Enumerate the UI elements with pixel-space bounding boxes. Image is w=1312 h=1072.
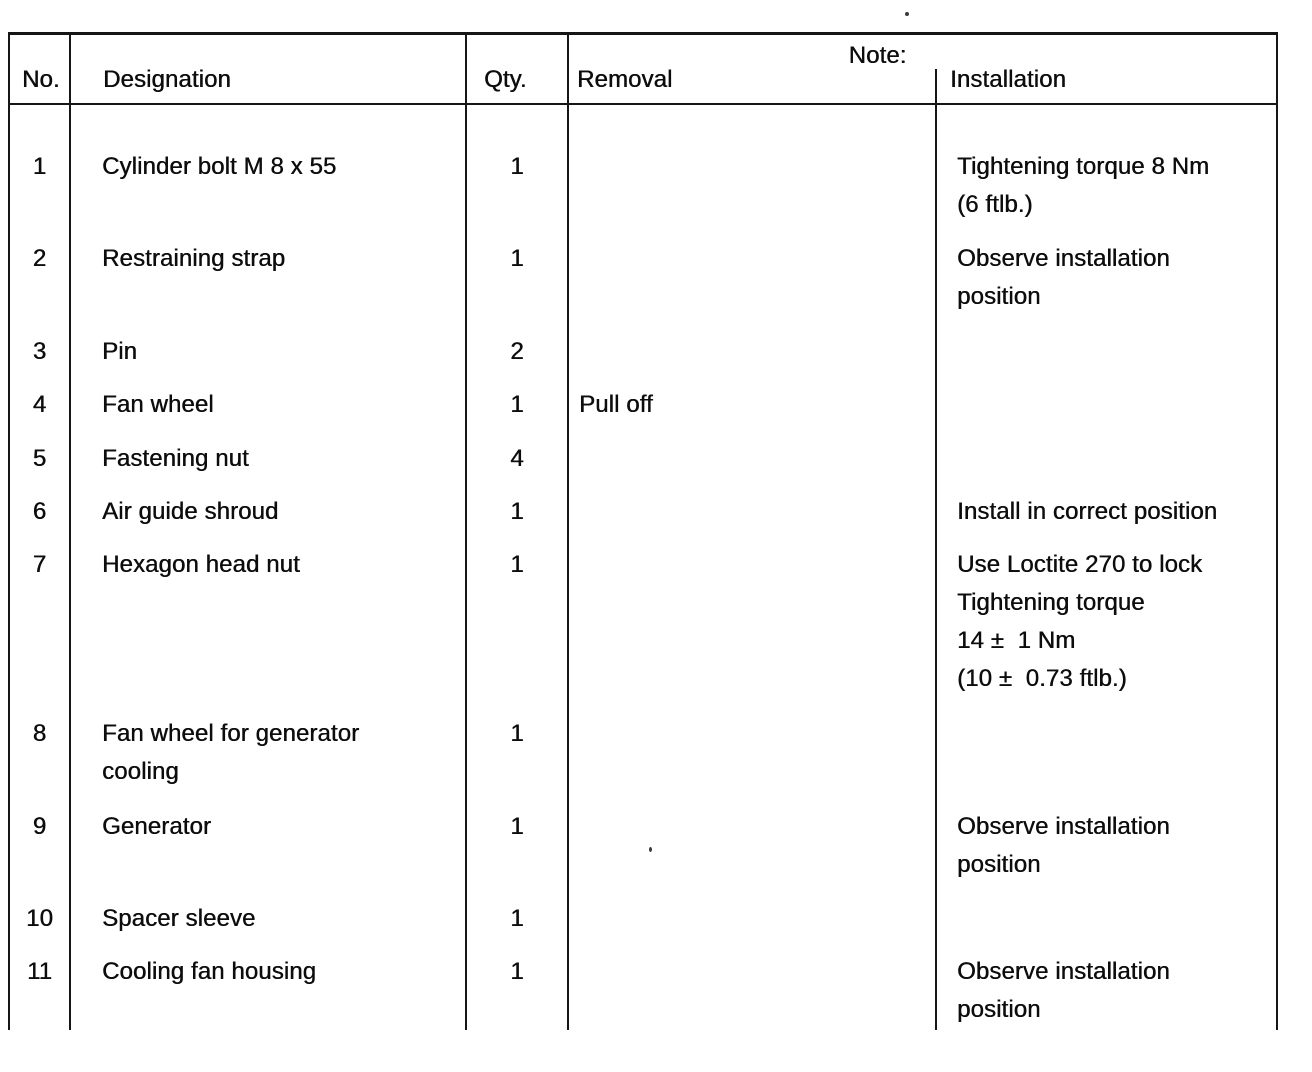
cell-no: 11: [10, 948, 71, 1030]
scan-artifact-dot: [649, 847, 652, 852]
cell-removal: [569, 895, 937, 948]
cell-no: 1: [10, 105, 71, 235]
cell-designation: Cylinder bolt M 8 x 55: [71, 105, 467, 235]
cell-removal: [569, 805, 937, 895]
cell-removal: [569, 948, 937, 1030]
cell-qty: 1: [467, 235, 569, 330]
cell-designation: Restraining strap: [71, 235, 467, 330]
cell-installation: [937, 437, 1276, 490]
cell-installation: [937, 385, 1276, 437]
cell-removal: [569, 710, 937, 805]
column-header-installation: Installation: [950, 66, 1066, 93]
cell-installation: Use Loctite 270 to lock Tightening torqu…: [957, 551, 1203, 692]
cell-qty: 1: [467, 805, 569, 895]
cell-qty: 2: [467, 330, 569, 385]
cell-qty: 1: [467, 895, 569, 948]
cell-qty: 1: [467, 948, 569, 1030]
cell-installation: Tightening torque 8 Nm (6 ftlb.): [957, 153, 1210, 218]
cell-removal: [569, 105, 937, 235]
cell-removal: Pull off: [569, 385, 937, 437]
cell-installation: Observe installation position: [957, 958, 1170, 1023]
cell-designation: Cooling fan housing: [71, 948, 467, 1030]
cell-installation: [937, 710, 1276, 805]
cell-removal: [569, 543, 937, 710]
cell-no: 7: [10, 543, 71, 710]
cell-removal: [569, 490, 937, 543]
cell-no: 8: [10, 710, 71, 805]
cell-designation: Generator: [71, 805, 467, 895]
column-header-note: Note:: [848, 42, 907, 69]
column-header-removal: Removal: [569, 66, 937, 103]
cell-qty: 1: [467, 490, 569, 543]
cell-designation: Air guide shroud: [71, 490, 467, 543]
parts-table: No. Designation Qty. Note: Removal Insta…: [8, 32, 1278, 1030]
cell-designation: Pin: [71, 330, 467, 385]
cell-designation: Fan wheel for generator cooling: [71, 710, 467, 805]
scan-artifact-dot: [905, 12, 909, 16]
cell-no: 2: [10, 235, 71, 330]
table-header: No. Designation Qty. Note: Removal Insta…: [8, 32, 1278, 105]
cell-installation: Observe installation position: [957, 813, 1170, 878]
column-header-designation: Designation: [71, 35, 467, 103]
cell-no: 5: [10, 437, 71, 490]
cell-installation: [937, 330, 1276, 385]
cell-designation: Fan wheel: [71, 385, 467, 437]
cell-installation: Install in correct position: [957, 498, 1218, 525]
cell-designation: Spacer sleeve: [71, 895, 467, 948]
cell-qty: 1: [467, 710, 569, 805]
cell-qty: 1: [467, 543, 569, 710]
cell-no: 6: [10, 490, 71, 543]
cell-no: 3: [10, 330, 71, 385]
cell-qty: 4: [467, 437, 569, 490]
cell-designation: Fastening nut: [71, 437, 467, 490]
column-header-no: No.: [10, 35, 71, 103]
cell-installation: Observe installation position: [957, 245, 1170, 310]
column-header-qty: Qty.: [467, 35, 569, 103]
cell-no: 10: [10, 895, 71, 948]
cell-removal: [569, 235, 937, 330]
cell-installation: [937, 895, 1276, 948]
cell-designation: Hexagon head nut: [71, 543, 467, 710]
cell-removal: [569, 330, 937, 385]
cell-qty: 1: [467, 105, 569, 235]
cell-no: 9: [10, 805, 71, 895]
cell-qty: 1: [467, 385, 569, 437]
cell-no: 4: [10, 385, 71, 437]
cell-removal: [569, 437, 937, 490]
table-body: 1 Cylinder bolt M 8 x 55 1 Tightening to…: [8, 105, 1278, 1030]
